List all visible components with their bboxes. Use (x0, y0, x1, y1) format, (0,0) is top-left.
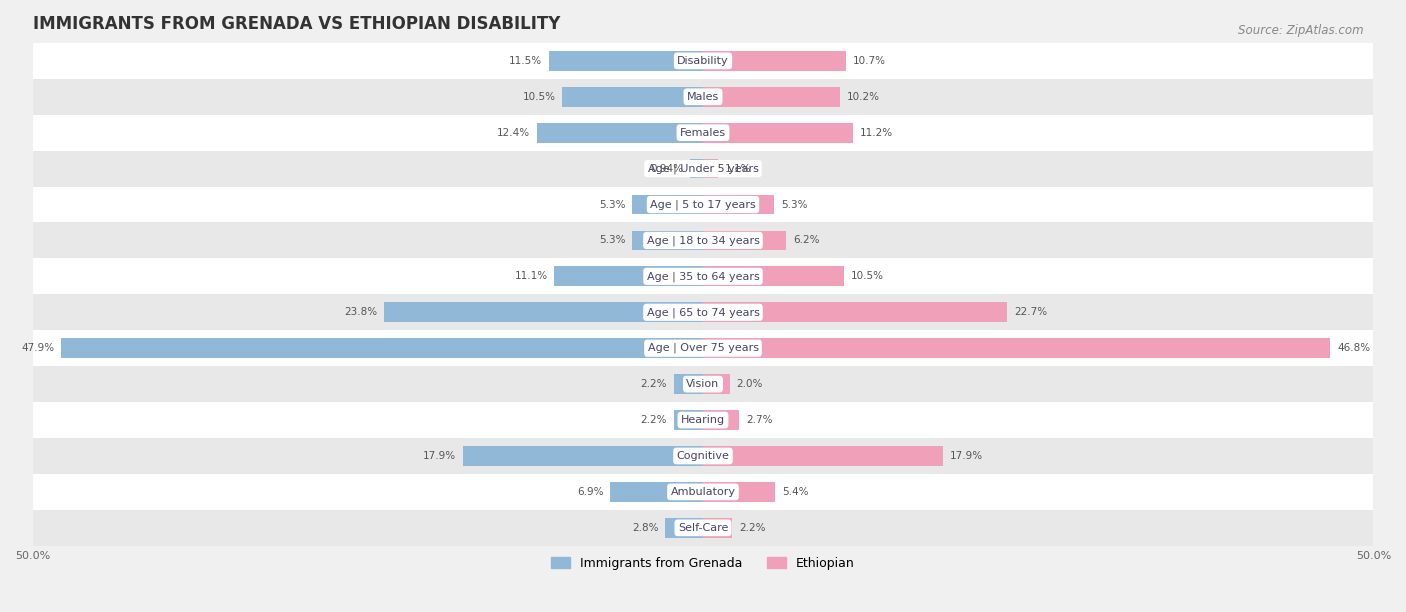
Text: IMMIGRANTS FROM GRENADA VS ETHIOPIAN DISABILITY: IMMIGRANTS FROM GRENADA VS ETHIOPIAN DIS… (32, 15, 560, 33)
Text: 23.8%: 23.8% (344, 307, 377, 317)
Text: Vision: Vision (686, 379, 720, 389)
Bar (32, 438, 1374, 474)
Bar (32, 402, 1374, 438)
Text: 5.3%: 5.3% (599, 236, 626, 245)
Text: 5.4%: 5.4% (782, 487, 808, 497)
Bar (32, 366, 1374, 402)
Text: Males: Males (688, 92, 718, 102)
Bar (703, 518, 733, 538)
Bar (703, 266, 844, 286)
Text: Disability: Disability (678, 56, 728, 66)
Text: Age | Over 75 years: Age | Over 75 years (648, 343, 758, 354)
Bar (32, 151, 1374, 187)
Bar (703, 231, 786, 250)
Bar (690, 159, 703, 179)
Text: Age | 18 to 34 years: Age | 18 to 34 years (647, 235, 759, 245)
Legend: Immigrants from Grenada, Ethiopian: Immigrants from Grenada, Ethiopian (546, 552, 860, 575)
Bar (703, 338, 1330, 358)
Bar (537, 123, 703, 143)
Bar (703, 123, 853, 143)
Text: 10.7%: 10.7% (853, 56, 886, 66)
Text: Age | Under 5 years: Age | Under 5 years (648, 163, 758, 174)
Text: 6.9%: 6.9% (578, 487, 603, 497)
Text: Self-Care: Self-Care (678, 523, 728, 533)
Bar (562, 87, 703, 106)
Text: 2.8%: 2.8% (633, 523, 659, 533)
Text: 47.9%: 47.9% (21, 343, 53, 353)
Bar (703, 159, 717, 179)
Bar (703, 195, 775, 214)
Bar (60, 338, 703, 358)
Bar (703, 375, 730, 394)
Bar (665, 518, 703, 538)
Bar (32, 114, 1374, 151)
Bar (703, 87, 839, 106)
Bar (631, 195, 703, 214)
Bar (32, 294, 1374, 330)
Text: Ambulatory: Ambulatory (671, 487, 735, 497)
Text: 1.1%: 1.1% (724, 163, 751, 174)
Text: Females: Females (681, 128, 725, 138)
Text: 5.3%: 5.3% (780, 200, 807, 209)
Text: Age | 65 to 74 years: Age | 65 to 74 years (647, 307, 759, 318)
Text: 10.2%: 10.2% (846, 92, 880, 102)
Text: Hearing: Hearing (681, 415, 725, 425)
Bar (610, 482, 703, 502)
Text: 22.7%: 22.7% (1014, 307, 1047, 317)
Bar (703, 410, 740, 430)
Text: 0.94%: 0.94% (651, 163, 683, 174)
Bar (32, 187, 1374, 223)
Text: 2.2%: 2.2% (740, 523, 766, 533)
Bar (554, 266, 703, 286)
Bar (384, 302, 703, 322)
Bar (32, 474, 1374, 510)
Text: 17.9%: 17.9% (949, 451, 983, 461)
Bar (32, 223, 1374, 258)
Bar (32, 43, 1374, 79)
Text: 12.4%: 12.4% (496, 128, 530, 138)
Bar (32, 258, 1374, 294)
Text: 6.2%: 6.2% (793, 236, 820, 245)
Bar (463, 446, 703, 466)
Text: 10.5%: 10.5% (851, 271, 883, 282)
Text: 2.2%: 2.2% (640, 379, 666, 389)
Text: 5.3%: 5.3% (599, 200, 626, 209)
Text: 2.2%: 2.2% (640, 415, 666, 425)
Bar (673, 410, 703, 430)
Bar (32, 510, 1374, 546)
Text: 17.9%: 17.9% (423, 451, 457, 461)
Bar (703, 302, 1007, 322)
Bar (673, 375, 703, 394)
Text: 11.1%: 11.1% (515, 271, 547, 282)
Text: Source: ZipAtlas.com: Source: ZipAtlas.com (1239, 24, 1364, 37)
Text: Cognitive: Cognitive (676, 451, 730, 461)
Bar (32, 330, 1374, 366)
Bar (548, 51, 703, 71)
Text: 11.2%: 11.2% (860, 128, 893, 138)
Text: 2.7%: 2.7% (747, 415, 772, 425)
Text: 10.5%: 10.5% (523, 92, 555, 102)
Text: Age | 35 to 64 years: Age | 35 to 64 years (647, 271, 759, 282)
Bar (32, 79, 1374, 114)
Bar (631, 231, 703, 250)
Text: Age | 5 to 17 years: Age | 5 to 17 years (650, 200, 756, 210)
Text: 2.0%: 2.0% (737, 379, 763, 389)
Bar (703, 446, 943, 466)
Bar (703, 482, 775, 502)
Bar (703, 51, 846, 71)
Text: 46.8%: 46.8% (1337, 343, 1371, 353)
Text: 11.5%: 11.5% (509, 56, 543, 66)
